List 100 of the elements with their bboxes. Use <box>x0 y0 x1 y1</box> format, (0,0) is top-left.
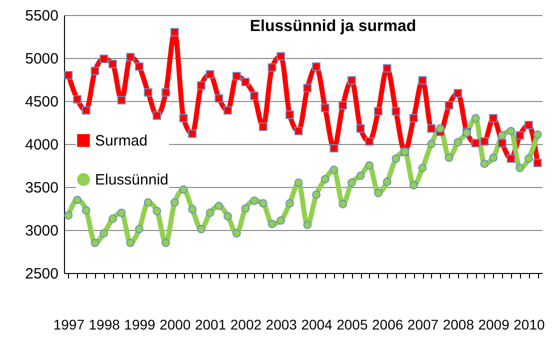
point <box>170 198 179 207</box>
point <box>214 94 224 103</box>
x-tick-label: 2007 <box>407 316 439 332</box>
x-tick-label: 2006 <box>372 316 404 332</box>
point <box>374 107 382 116</box>
point <box>347 76 356 85</box>
point <box>454 89 462 98</box>
point <box>498 138 506 148</box>
point <box>533 158 542 168</box>
x-tick-label: 2005 <box>336 316 368 332</box>
point <box>188 205 197 214</box>
point <box>152 206 162 216</box>
point <box>144 198 152 207</box>
x-tick-label: 2004 <box>301 316 333 332</box>
point <box>330 144 338 153</box>
point <box>276 52 286 60</box>
point <box>427 140 436 148</box>
point <box>64 70 73 80</box>
y-tick-label: 4000 <box>25 136 58 154</box>
x-tick-label: 2002 <box>230 316 262 332</box>
legend-label: Elussünnid <box>95 172 168 188</box>
point <box>64 211 73 220</box>
point <box>117 208 126 217</box>
point <box>480 137 489 146</box>
x-tick-label: 2010 <box>514 316 546 332</box>
point <box>162 88 170 97</box>
x-tick-label: 1997 <box>53 316 85 332</box>
point <box>214 202 224 210</box>
x-tick-label: 1998 <box>88 316 120 332</box>
point <box>90 238 100 248</box>
point <box>206 70 214 79</box>
x-tick-label: 2000 <box>160 316 191 332</box>
point <box>454 138 462 146</box>
point <box>365 161 374 170</box>
point <box>320 175 330 184</box>
point <box>258 122 268 132</box>
point <box>294 178 303 187</box>
point <box>516 164 524 172</box>
point <box>524 120 533 130</box>
y-tick-label: 5000 <box>25 50 58 68</box>
point <box>224 212 232 220</box>
y-tick-label: 5500 <box>25 8 58 24</box>
point <box>303 84 312 92</box>
point <box>196 81 206 90</box>
point <box>374 188 382 198</box>
point <box>489 114 498 122</box>
point <box>117 96 126 104</box>
point <box>480 160 489 168</box>
point <box>312 190 320 199</box>
chart-title: Elussünnid ja surmad <box>250 18 416 35</box>
point <box>250 196 259 205</box>
point <box>506 126 516 136</box>
point <box>82 106 90 115</box>
point <box>108 60 117 68</box>
x-tick-label: 2003 <box>266 316 298 332</box>
x-tick-label: 1999 <box>124 316 156 332</box>
y-tick-label: 2500 <box>25 266 58 282</box>
point <box>100 229 108 238</box>
point <box>533 130 542 139</box>
point <box>320 104 330 112</box>
point <box>356 124 365 133</box>
point <box>365 137 374 146</box>
point <box>268 220 276 228</box>
point <box>73 95 82 104</box>
point <box>338 200 348 208</box>
point <box>392 107 400 116</box>
point <box>135 62 144 71</box>
point <box>303 220 312 230</box>
y-tick-label: 3500 <box>25 180 58 196</box>
point <box>516 131 524 140</box>
point <box>206 208 214 217</box>
point <box>152 111 162 120</box>
point <box>498 131 506 140</box>
point <box>382 64 392 73</box>
point <box>90 66 100 76</box>
point <box>196 224 206 234</box>
point <box>524 154 533 163</box>
point <box>162 238 170 248</box>
point <box>144 88 152 97</box>
point <box>73 196 82 204</box>
point <box>100 54 108 64</box>
point <box>286 110 294 119</box>
point <box>286 199 294 208</box>
point <box>312 62 320 71</box>
point <box>418 76 427 85</box>
point <box>258 199 268 208</box>
point <box>126 238 135 248</box>
point <box>179 185 188 194</box>
point <box>427 124 436 133</box>
point <box>506 154 516 163</box>
point <box>356 172 365 180</box>
y-tick-label: 4500 <box>25 94 58 110</box>
point <box>232 229 241 238</box>
point <box>409 181 418 190</box>
legend-label: Surmad <box>95 132 148 150</box>
point <box>232 72 241 80</box>
point <box>382 178 392 186</box>
point <box>135 224 144 234</box>
point <box>471 138 480 148</box>
y-tick-label: 3000 <box>25 222 58 240</box>
